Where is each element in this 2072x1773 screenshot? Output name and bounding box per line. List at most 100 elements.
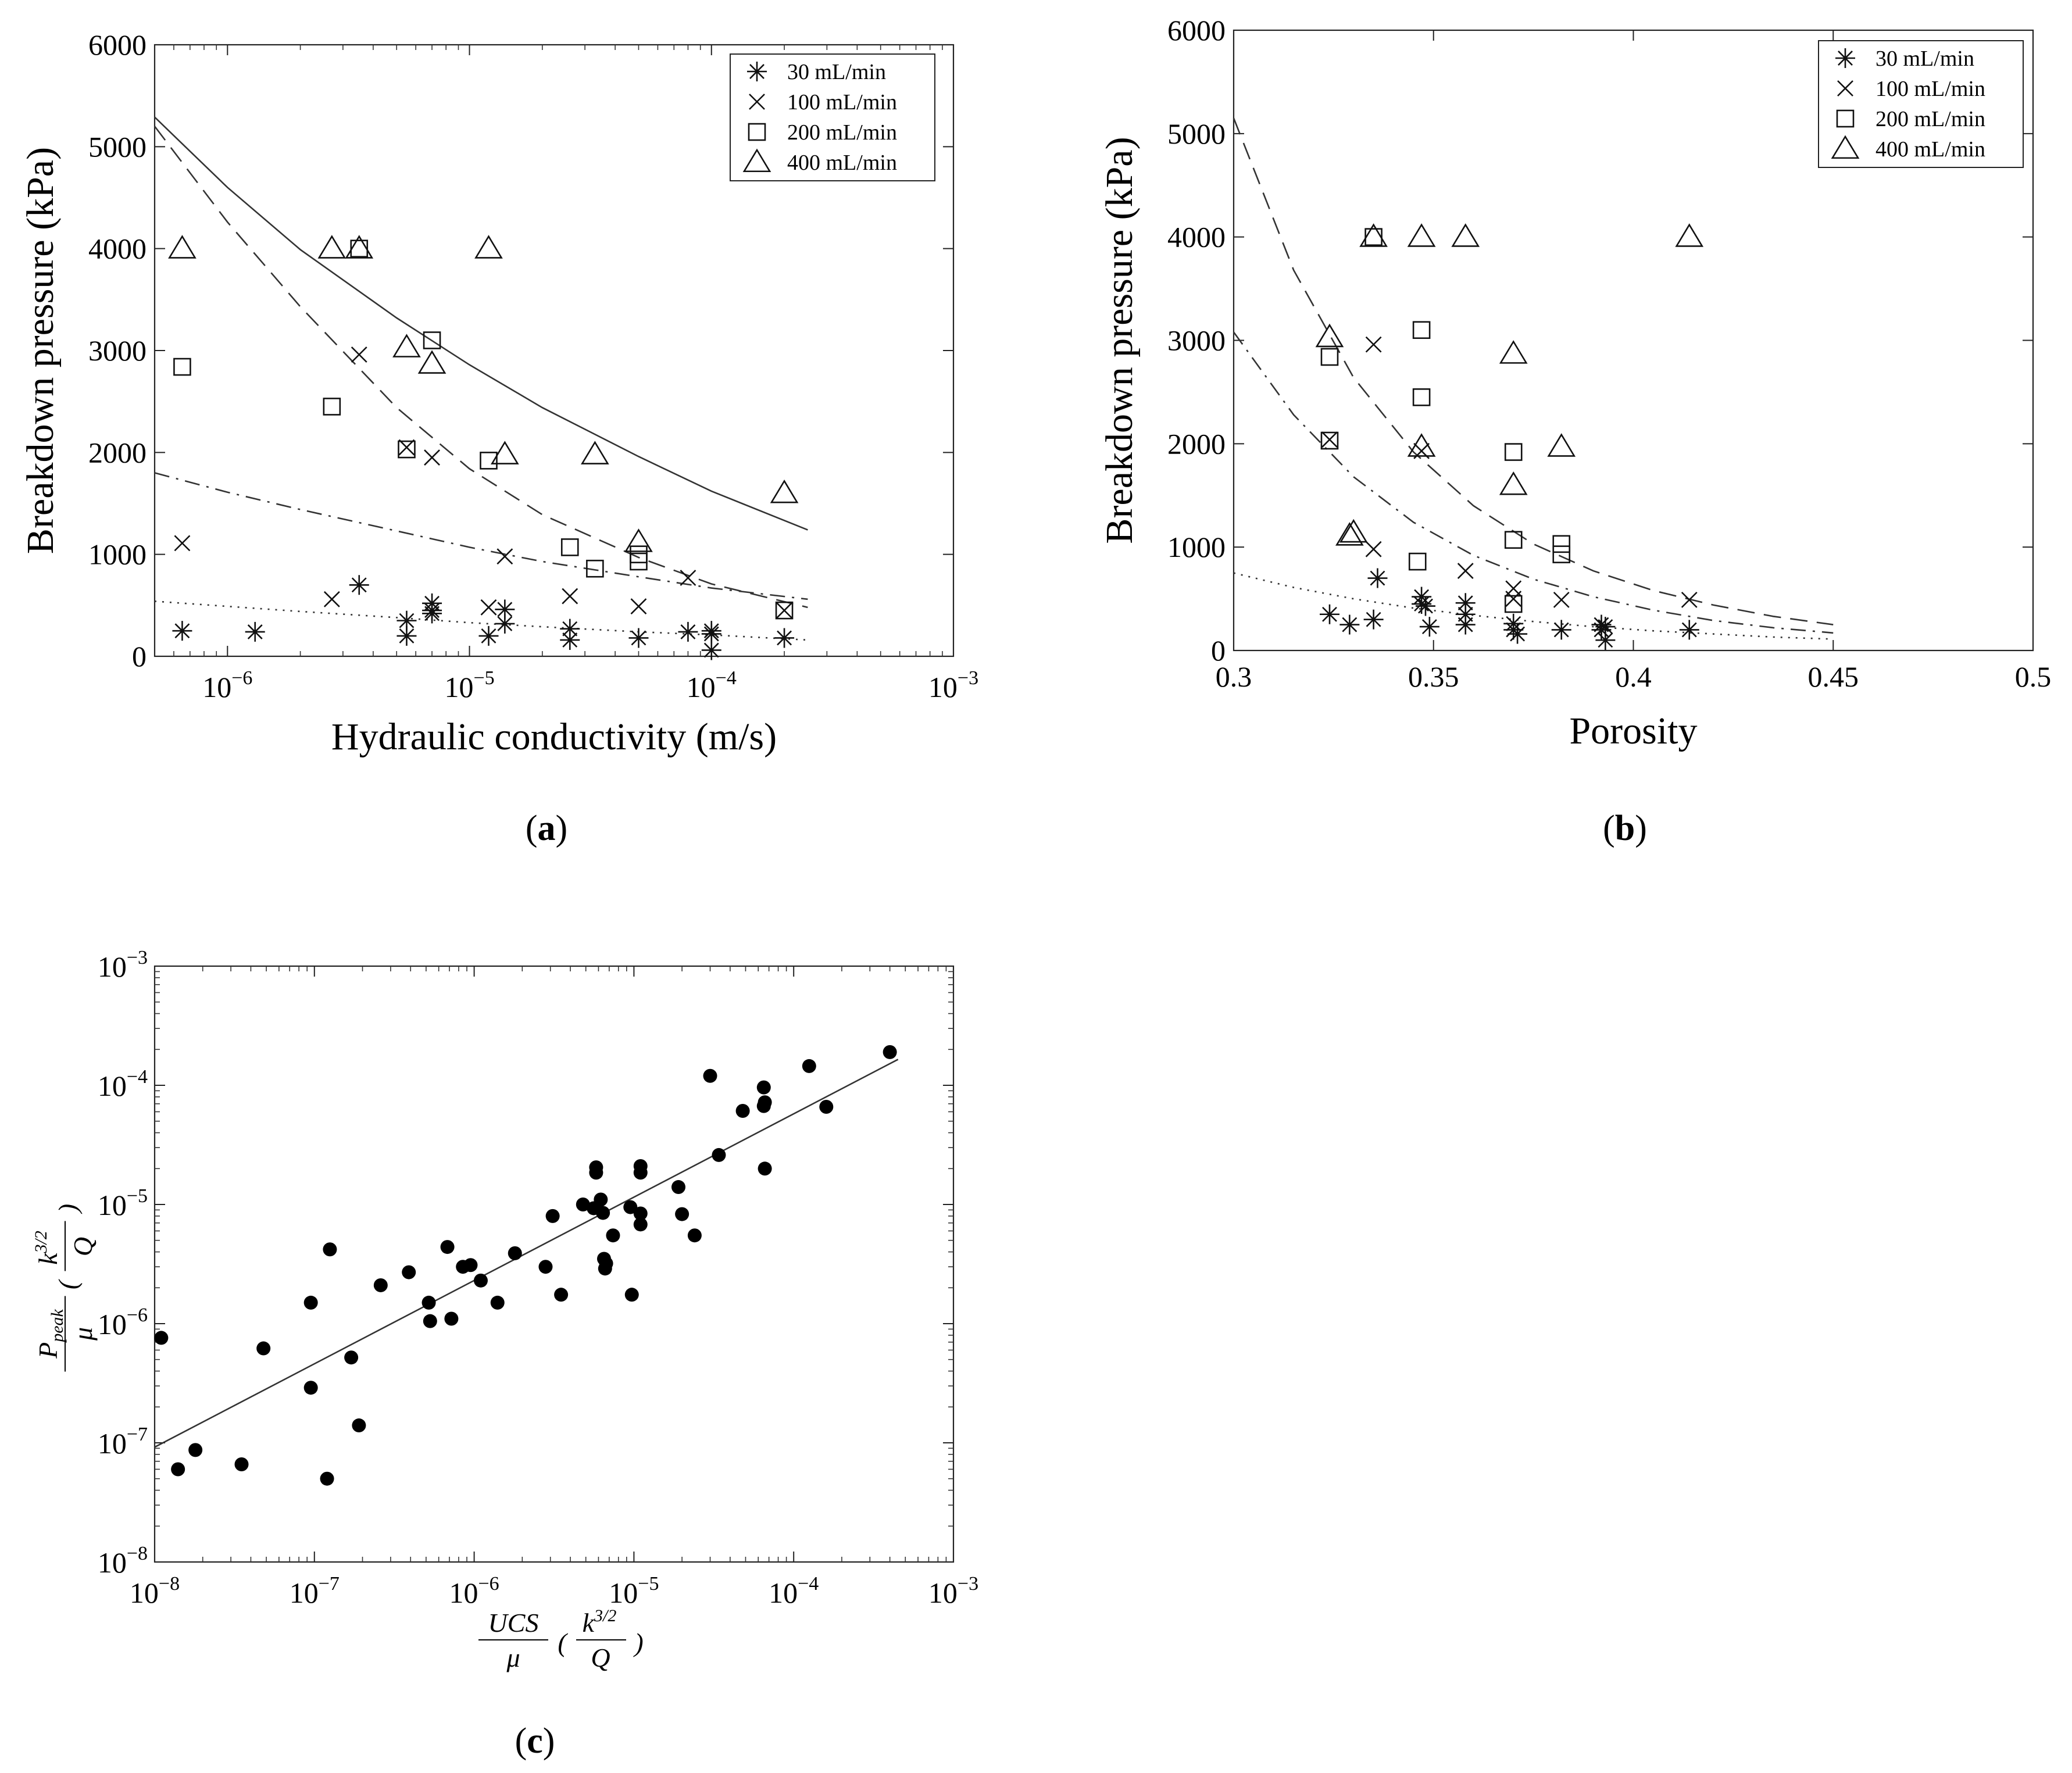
data-point xyxy=(538,1260,553,1274)
data-point-asterisk xyxy=(1595,617,1616,637)
data-point-x xyxy=(1321,431,1338,448)
y-label-numerator: Ppeak xyxy=(33,1309,67,1359)
y-axis-label: Breakdown pressure (kPa) xyxy=(19,147,62,554)
x-label-paren-close: ) xyxy=(633,1628,643,1657)
data-point xyxy=(554,1288,569,1302)
x-axis-label: UCS μ (k3/2 Q) xyxy=(478,1606,644,1672)
x-tick-label: 0.4 xyxy=(1615,660,1652,693)
legend-label: 30 mL/min xyxy=(1875,47,1974,71)
x-tick-label: 10−6 xyxy=(449,1573,499,1609)
data-point-x xyxy=(1505,591,1522,607)
data-point-triangle xyxy=(1547,433,1576,457)
panel-c-chart: 10−8 10−7 10−6 10−5 10−4 10−3 10−8 10−7 10−6 10−5… xyxy=(31,947,978,1672)
data-point xyxy=(633,1206,648,1221)
data-point-triangle xyxy=(168,235,197,259)
data-point-x xyxy=(1457,563,1474,579)
series-x xyxy=(1321,336,1698,608)
data-point-square xyxy=(1552,545,1571,563)
y-tick-label: 10−5 xyxy=(98,1185,148,1221)
data-point-square xyxy=(1504,595,1523,613)
data-point xyxy=(344,1350,359,1365)
data-point xyxy=(671,1180,686,1195)
data-point-square xyxy=(775,601,794,620)
x-label-numerator: UCS xyxy=(488,1608,539,1638)
legend-marker-x xyxy=(1837,80,1853,96)
data-point xyxy=(473,1273,488,1288)
data-point xyxy=(712,1148,726,1162)
data-point-asterisk xyxy=(396,610,417,631)
data-point-triangle xyxy=(1359,223,1388,247)
legend-marker-square xyxy=(1836,109,1855,128)
fit-line-solid xyxy=(154,1059,899,1448)
x-tick-label: 10−3 xyxy=(928,1573,978,1609)
data-point-triangle xyxy=(1315,323,1344,348)
legend-label: 200 mL/min xyxy=(787,120,897,145)
data-point-triangle xyxy=(417,350,446,374)
data-point-asterisk xyxy=(1455,604,1476,624)
data-point xyxy=(490,1295,505,1310)
fit-line-dotted xyxy=(1233,572,1834,640)
data-point-square xyxy=(1504,443,1523,461)
data-point-square xyxy=(1320,431,1339,450)
data-point-square xyxy=(350,240,369,258)
data-point-triangle xyxy=(1339,519,1368,543)
data-point xyxy=(234,1457,249,1471)
data-point-asterisk xyxy=(774,628,795,648)
data-point-triangle xyxy=(770,479,799,503)
data-point-asterisk xyxy=(495,599,515,620)
data-point xyxy=(545,1209,560,1223)
series-triangle xyxy=(1315,223,1704,546)
data-point-asterisk xyxy=(478,625,499,646)
data-point-square xyxy=(630,552,648,571)
series-x xyxy=(174,346,792,619)
x-tick-label: 0.35 xyxy=(1408,660,1459,693)
legend-label: 30 mL/min xyxy=(787,60,886,84)
data-point-square xyxy=(560,538,579,556)
panel-letter-c: c xyxy=(527,1721,543,1761)
data-point-x xyxy=(424,449,440,466)
panel-label-b: (b) xyxy=(1603,809,1647,848)
data-point-x xyxy=(1553,591,1570,608)
y-label-paren-close: ) xyxy=(53,1204,83,1214)
data-point-asterisk xyxy=(701,621,721,641)
data-point-triangle xyxy=(345,235,374,259)
data-point-asterisk xyxy=(422,593,442,613)
data-point-x xyxy=(398,439,415,456)
series-asterisk xyxy=(1320,568,1699,650)
y-tick-label: 2000 xyxy=(88,436,147,469)
x-tick-label: 10−4 xyxy=(769,1573,819,1609)
data-point-square xyxy=(323,398,341,416)
y-label-inner-numerator: k3/2 xyxy=(31,1231,63,1265)
data-point-x xyxy=(630,598,647,615)
data-point-asterisk xyxy=(396,625,417,646)
data-point-triangle xyxy=(317,235,346,259)
data-point-square xyxy=(1504,531,1523,549)
data-point xyxy=(735,1104,750,1118)
legend-marker-square xyxy=(748,123,766,141)
fit-line-dashed xyxy=(1233,117,1834,625)
data-point xyxy=(819,1099,834,1114)
legend-marker-triangle xyxy=(1831,135,1860,159)
data-point xyxy=(589,1166,603,1180)
legend-box xyxy=(730,53,935,181)
data-point-asterisk xyxy=(1679,620,1699,640)
x-tick-label: 10−3 xyxy=(928,667,978,703)
data-point-x xyxy=(680,570,696,586)
data-point-x xyxy=(351,346,367,363)
y-tick-label: 3000 xyxy=(88,334,147,367)
data-point-triangle xyxy=(624,528,653,552)
x-tick-label: 0.5 xyxy=(2015,660,2052,693)
data-point xyxy=(758,1161,772,1176)
data-point-square xyxy=(398,440,416,459)
legend-box xyxy=(1818,40,2024,168)
y-tick-label: 4000 xyxy=(88,233,147,265)
data-point xyxy=(508,1246,522,1260)
data-point xyxy=(606,1228,620,1243)
data-point xyxy=(352,1418,366,1433)
data-point-x xyxy=(496,548,513,565)
x-axis-label: Porosity xyxy=(1569,710,1697,752)
data-point xyxy=(758,1095,772,1110)
fit-line-dashdot xyxy=(154,472,808,600)
data-point-asterisk xyxy=(1416,596,1435,616)
